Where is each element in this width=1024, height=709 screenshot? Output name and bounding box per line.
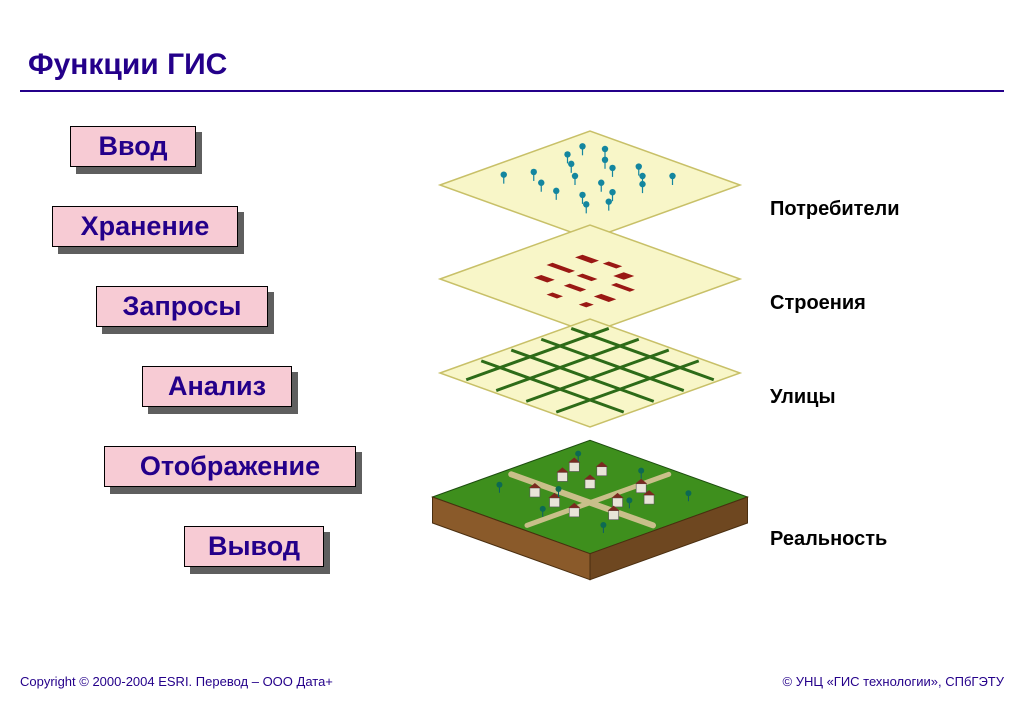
function-box-4: Отображение [104,446,356,487]
gis-layers-diagram [430,115,990,585]
function-box-1: Хранение [52,206,238,247]
function-label: Вывод [184,526,324,567]
function-label: Отображение [104,446,356,487]
function-box-3: Анализ [142,366,292,407]
footer-copyright-left: Copyright © 2000-2004 ESRI. Перевод – ОО… [20,674,333,689]
function-label: Анализ [142,366,292,407]
function-label: Запросы [96,286,268,327]
function-box-5: Вывод [184,526,324,567]
page-title: Функции ГИС [28,48,227,82]
footer-copyright-right: © УНЦ «ГИС технологии», СПбГЭТУ [783,674,1005,689]
function-box-0: Ввод [70,126,196,167]
function-label: Ввод [70,126,196,167]
function-label: Хранение [52,206,238,247]
function-box-2: Запросы [96,286,268,327]
title-underline [20,90,1004,92]
